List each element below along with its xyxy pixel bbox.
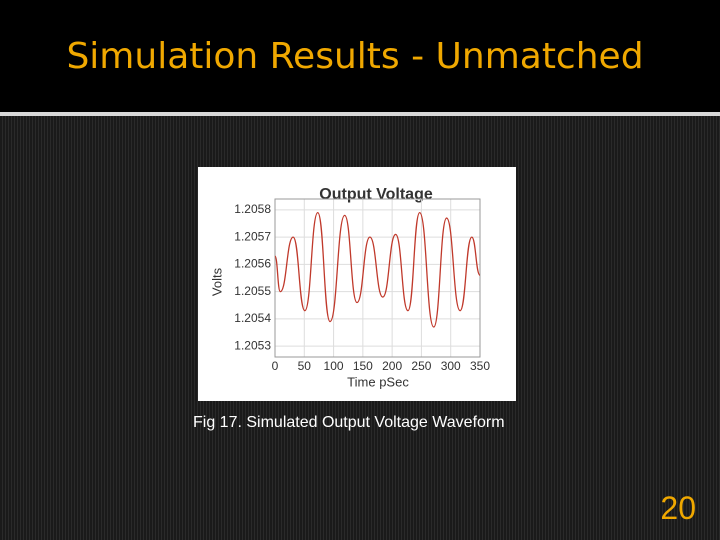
y-tick-label: 1.2058 <box>234 202 271 216</box>
waveform-line <box>274 211 481 328</box>
x-tick-label: 300 <box>441 359 461 373</box>
y-axis-label: Volts <box>209 267 224 296</box>
y-tick-label: 1.2053 <box>234 338 271 352</box>
figure-caption: Fig 17. Simulated Output Voltage Wavefor… <box>193 414 505 431</box>
chart-title: Output Voltage <box>319 186 433 203</box>
x-axis-label: Time pSec <box>347 374 409 389</box>
plot-frame <box>274 198 481 358</box>
y-tick-label: 1.2057 <box>234 229 271 243</box>
slide-title: Simulation Results - Unmatched <box>66 36 644 77</box>
x-tick-label: 100 <box>324 359 344 373</box>
x-tick-label: 50 <box>298 359 312 373</box>
x-tick-label: 150 <box>353 359 373 373</box>
x-tick-label: 0 <box>272 359 279 373</box>
chart: Output Voltage Volts Time pSec 1.2053 1.2… <box>198 167 516 401</box>
x-tick-label: 200 <box>382 359 402 373</box>
page-number: 20 <box>660 490 696 526</box>
y-tick-label: 1.2054 <box>234 311 271 325</box>
x-tick-label: 250 <box>411 359 431 373</box>
y-tick-label: 1.2055 <box>234 284 271 298</box>
x-tick-label: 350 <box>470 359 490 373</box>
y-tick-label: 1.2056 <box>234 257 271 271</box>
chart-background <box>198 167 516 401</box>
